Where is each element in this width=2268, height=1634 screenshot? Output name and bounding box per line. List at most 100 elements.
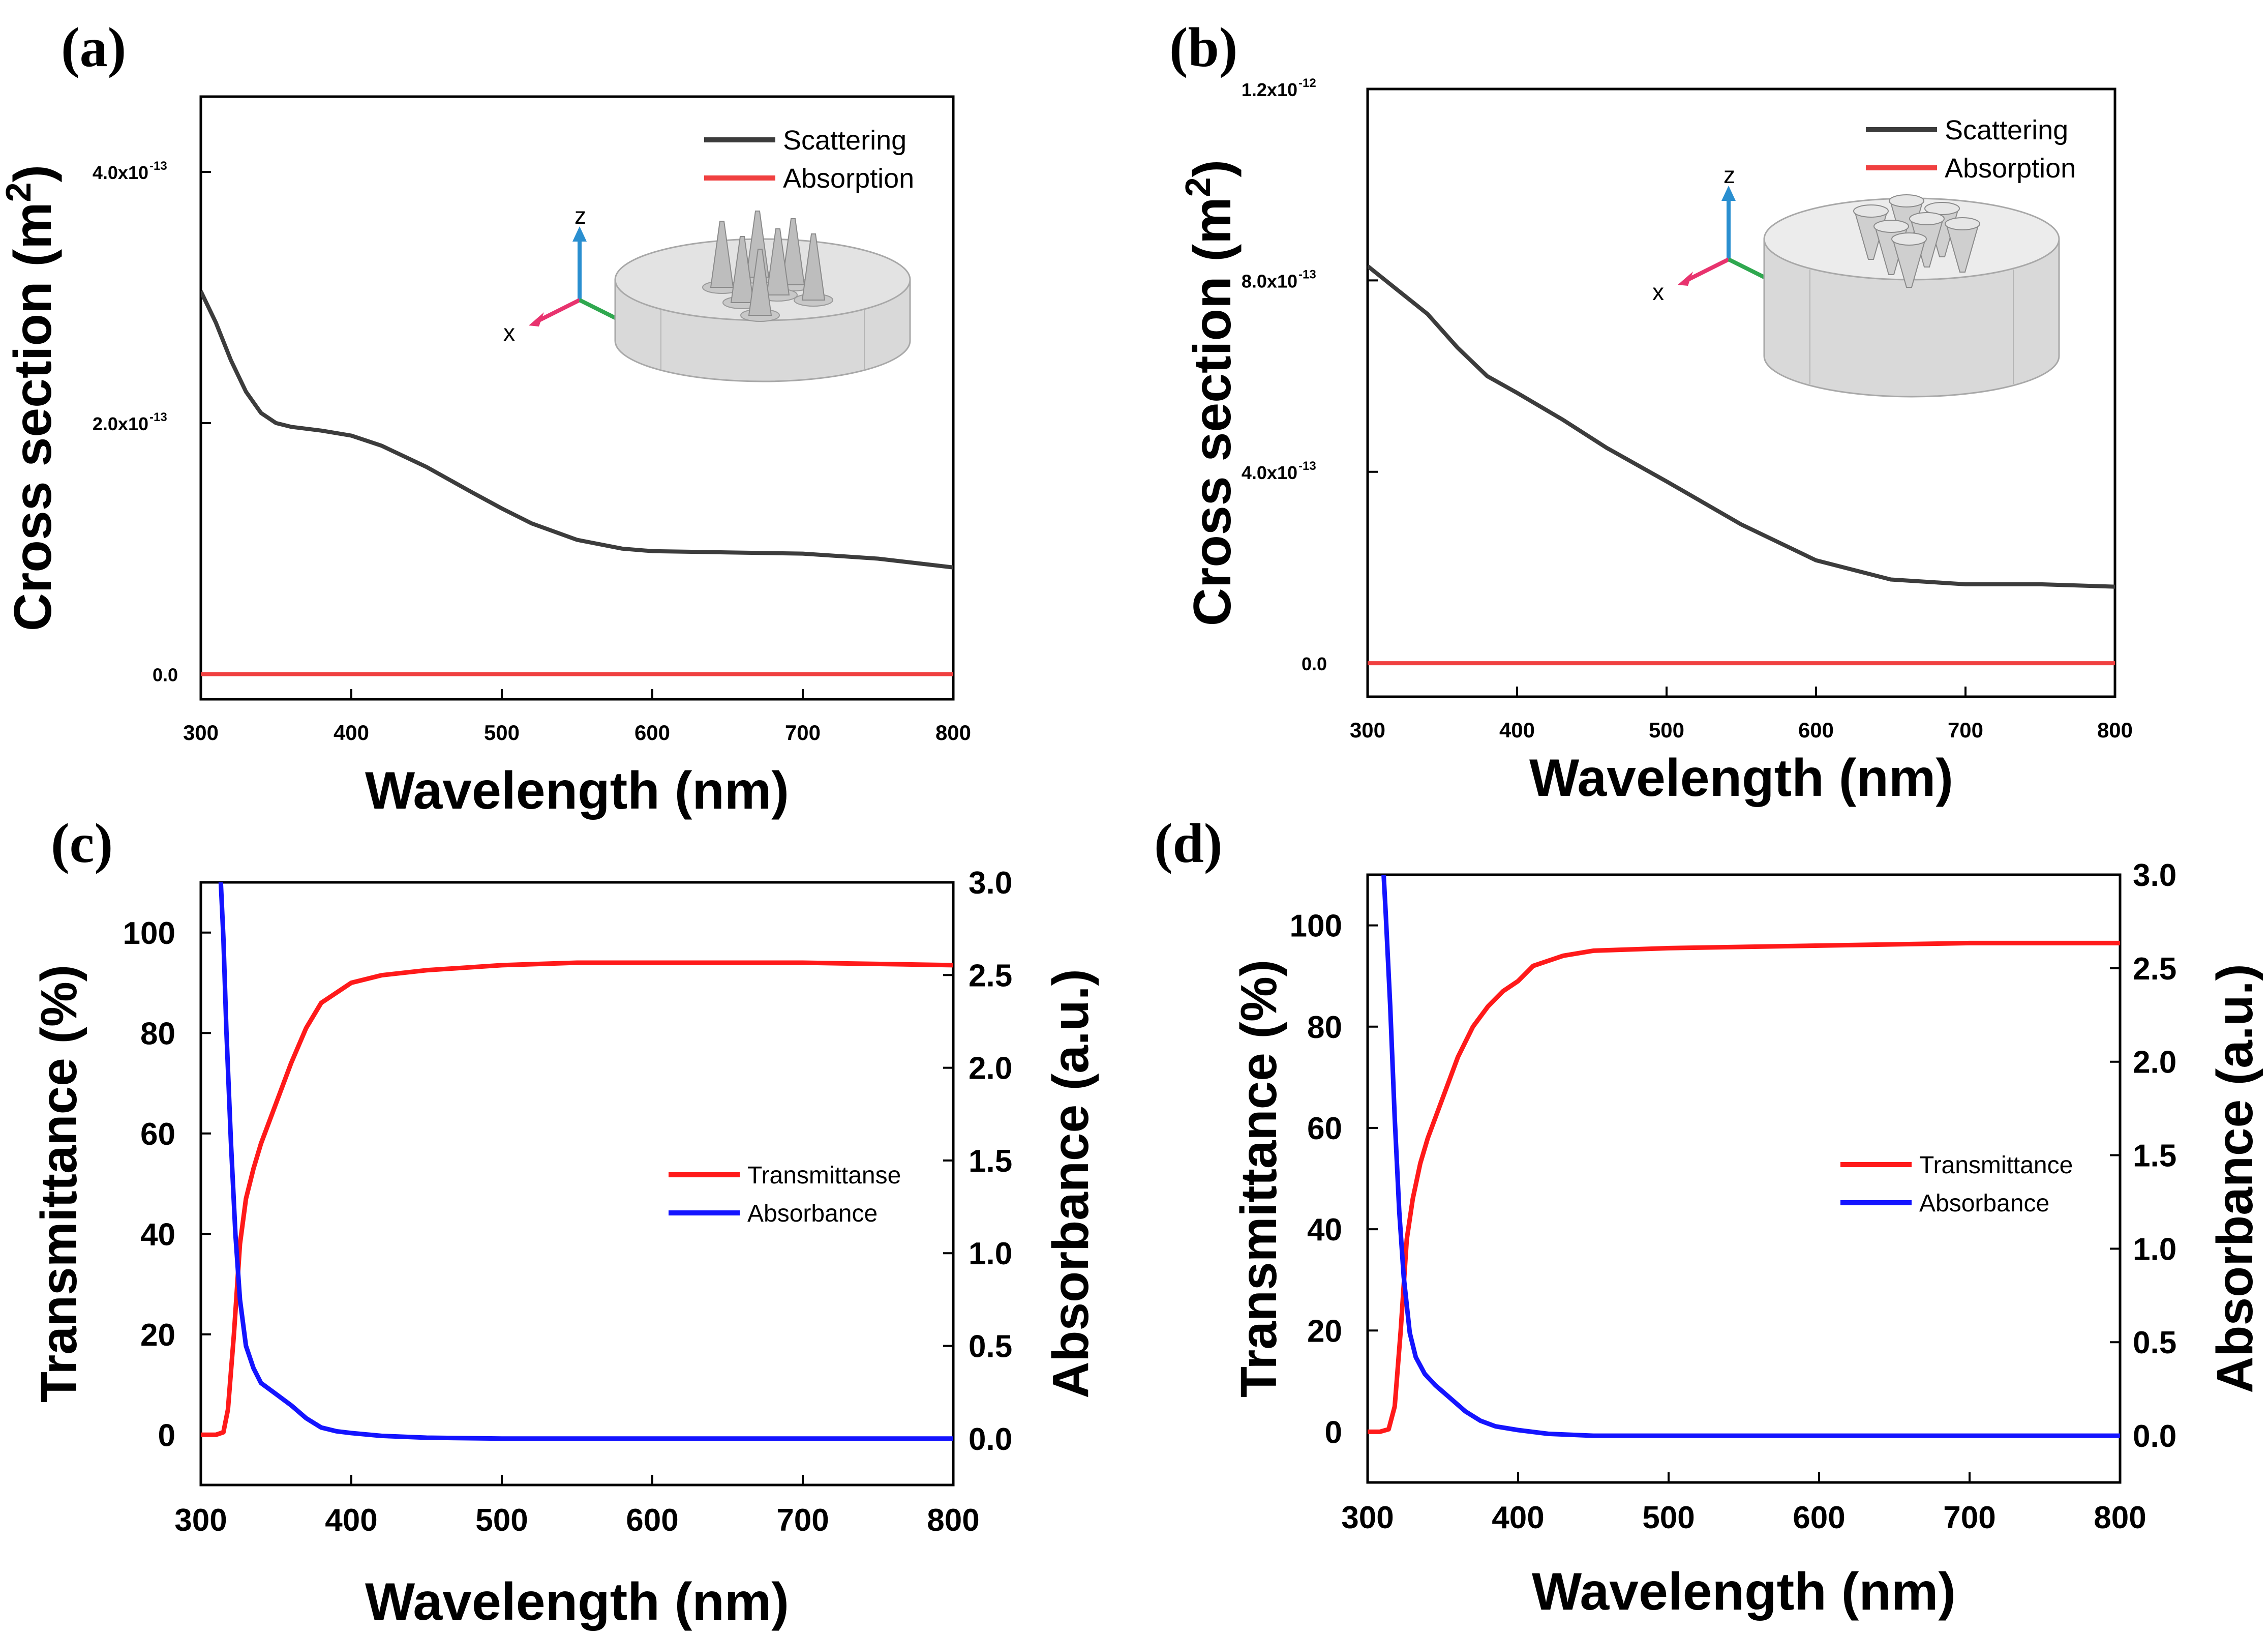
panel-label: (b) [1169, 16, 1237, 78]
chart-panel-c: (c) 300 400 500 600 700 800 0 20 40 60 80 100 0.0 0.5 1… [31, 812, 1099, 1631]
x-tick-label: 600 [1798, 718, 1834, 742]
x-tick-label: 400 [1492, 1500, 1544, 1535]
y-tick-label: 100 [1290, 909, 1342, 944]
y-right-tick-label: 2.5 [969, 958, 1012, 993]
y-right-tick-label: 2.0 [2133, 1045, 2176, 1080]
y-right-tick-label: 1.0 [2133, 1232, 2176, 1267]
x-axis-arrowhead [1678, 272, 1693, 286]
x-tick-label: 800 [2094, 1500, 2146, 1535]
plot-frame [199, 95, 955, 701]
y-tick-label: 40 [1307, 1212, 1342, 1247]
y-tick-exponent: -13 [1298, 268, 1316, 281]
y-tick-exponent: -13 [149, 159, 167, 173]
x-axis-arrow [1687, 257, 1730, 282]
x-axis-title: Wavelength (nm) [1532, 1562, 1956, 1621]
y-tick-label: 80 [140, 1016, 175, 1051]
y-right-tick-label: 2.5 [2133, 952, 2176, 987]
x-tick-label: 700 [1948, 718, 1983, 742]
plot-frame [1366, 87, 2116, 698]
y-tick-label: 2.0x10 [93, 413, 148, 434]
x-tick-label: 500 [475, 1503, 528, 1538]
y-right-tick-label: 0.5 [2133, 1325, 2176, 1360]
y-tick-label: 60 [140, 1117, 175, 1152]
cone [766, 228, 790, 295]
z-axis-arrowhead [572, 226, 587, 242]
panel-label: (d) [1154, 812, 1222, 874]
cone [801, 233, 826, 301]
y-right-tick-label: 0.0 [2133, 1419, 2176, 1454]
series-line-transmittance [1368, 940, 2120, 1434]
x-axis-title: Wavelength (nm) [1529, 749, 1953, 808]
y-tick-exponent: -12 [1298, 76, 1316, 90]
x-tick-label: 400 [325, 1503, 377, 1538]
x-tick-label: 600 [1793, 1500, 1845, 1535]
x-axis-arrow [538, 298, 581, 322]
plot-frame [1366, 873, 2122, 1484]
y-axis-title-close: ) [1183, 160, 1242, 177]
y-tick-label: 1.2x10 [1242, 79, 1297, 100]
y-tick-label: 8.0x10 [1242, 271, 1297, 291]
x-axis-arrowhead [529, 312, 544, 326]
x-tick-label: 300 [1350, 718, 1385, 742]
panel-label: (c) [51, 812, 113, 874]
y-right-tick-label: 2.0 [969, 1051, 1012, 1086]
cone [730, 236, 754, 303]
legend-label: Transmittanse [747, 1162, 901, 1189]
series-line-scattering [1368, 264, 2115, 589]
cone [781, 218, 805, 285]
y-axis-title-close: ) [4, 165, 63, 183]
y-axis-title: Transmittance (%) [1230, 960, 1287, 1398]
y-right-tick-label: 1.0 [969, 1236, 1012, 1271]
y-tick-label: 60 [1307, 1111, 1342, 1146]
y-axis-arrow [1728, 257, 1770, 282]
series-line-absorbance [218, 882, 953, 1441]
x-tick-label: 300 [1341, 1500, 1394, 1535]
plot-frame [199, 881, 955, 1487]
legend-label: Absorbance [747, 1200, 878, 1227]
x-axis-title: Wavelength (nm) [365, 1572, 789, 1631]
x-axis-label: x [503, 319, 515, 346]
cone [710, 221, 734, 288]
x-axis-title: Wavelength (nm) [365, 761, 789, 820]
legend-label: Absorbance [1919, 1190, 2049, 1217]
panel-label: (a) [61, 16, 126, 78]
y-right-tick-label: 3.0 [969, 866, 1012, 901]
series-line-scattering [201, 290, 953, 570]
x-axis-label: x [1652, 279, 1664, 305]
y-right-tick-label: 0.0 [969, 1422, 1012, 1457]
legend-label: Scattering [1945, 115, 2068, 145]
x-tick-label: 700 [785, 721, 821, 745]
x-tick-label: 300 [174, 1503, 227, 1538]
legend-label: Scattering [783, 125, 906, 156]
y-tick-exponent: -13 [1298, 459, 1316, 473]
y-axis-title-sup: 2 [0, 182, 38, 202]
inverted-cone-rim [1924, 202, 1960, 215]
cone [748, 249, 772, 316]
inverted-cone-rim [1891, 232, 1927, 246]
y-tick-label: 0 [158, 1418, 175, 1453]
x-tick-label: 800 [2097, 718, 2133, 742]
y-tick-label: 40 [140, 1217, 175, 1252]
series-line-transmittanse [201, 960, 953, 1437]
z-axis-arrowhead [1721, 186, 1736, 201]
x-tick-label: 500 [1649, 718, 1684, 742]
x-tick-label: 400 [334, 721, 369, 745]
x-tick-label: 700 [1943, 1500, 1995, 1535]
inverted-cone-rim [1909, 212, 1945, 225]
y-tick-label: 4.0x10 [1242, 462, 1297, 483]
y-tick-label: 100 [123, 916, 175, 951]
y-axis-title: Cross section (m2) [0, 165, 63, 631]
z-axis-label: z [574, 202, 586, 229]
y-tick-label: 20 [1307, 1314, 1342, 1349]
legend-label: Absorption [783, 163, 914, 194]
y-tick-label: 4.0x10 [93, 162, 148, 183]
y-axis-title: Cross section (m2) [1178, 160, 1242, 626]
x-tick-label: 500 [484, 721, 520, 745]
legend-label: Absorption [1945, 153, 2076, 184]
series-line-absorbance [1381, 875, 2120, 1438]
y-right-axis-title: Absorbance (a.u.) [1042, 969, 1099, 1399]
y-tick-label: 20 [140, 1318, 175, 1353]
